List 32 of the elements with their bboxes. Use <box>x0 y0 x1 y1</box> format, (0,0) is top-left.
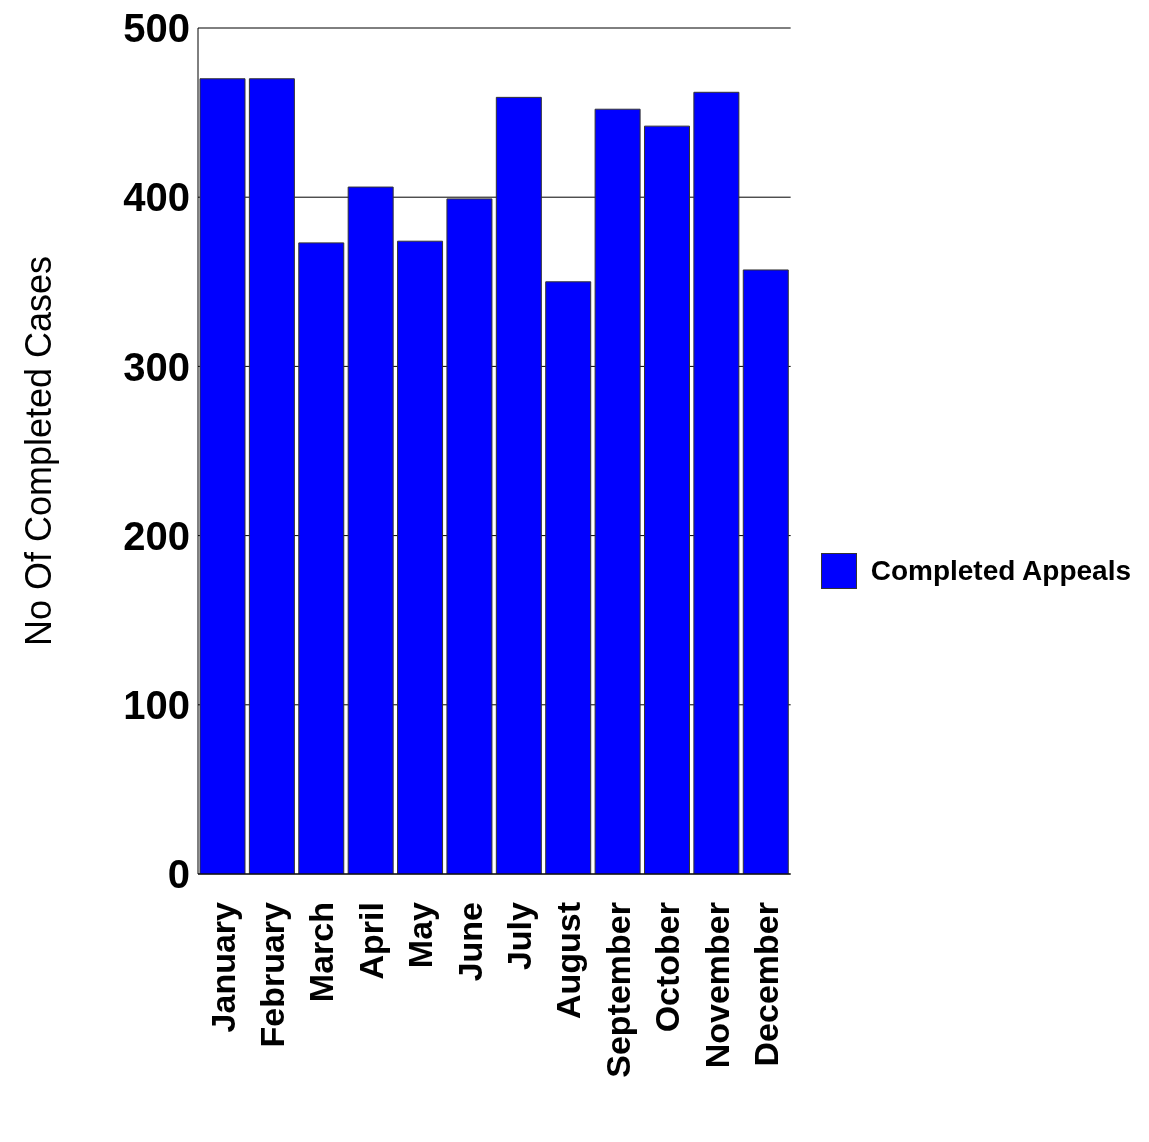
bar <box>594 108 641 874</box>
bar <box>347 186 394 874</box>
x-tick-label: June <box>450 902 489 982</box>
bar <box>545 281 592 874</box>
x-tick-label: April <box>351 902 390 980</box>
bar <box>248 78 295 874</box>
legend-label: Completed Appeals <box>870 555 1131 587</box>
x-tick-label: May <box>401 901 440 969</box>
x-tick-label: November <box>697 902 736 1069</box>
bar <box>397 240 444 874</box>
bar <box>446 198 493 874</box>
y-tick-label: 0 <box>167 852 190 897</box>
bar <box>199 78 246 874</box>
x-tick-label: January <box>203 901 242 1033</box>
x-tick-label: September <box>598 902 637 1078</box>
x-tick-label: August <box>549 902 588 1020</box>
bar <box>643 125 690 874</box>
bar <box>742 269 789 874</box>
y-tick-label: 500 <box>123 6 190 51</box>
y-tick-label: 300 <box>123 344 190 389</box>
x-tick-label: December <box>746 902 785 1067</box>
bar <box>693 91 740 874</box>
bar <box>298 242 345 874</box>
y-tick-label: 400 <box>123 175 190 220</box>
x-tick-label: March <box>302 902 341 1003</box>
x-tick-label: October <box>648 902 687 1033</box>
y-tick-label: 200 <box>123 513 190 558</box>
bar <box>495 96 542 874</box>
x-tick-label: February <box>253 901 292 1048</box>
y-tick-label: 100 <box>123 683 190 727</box>
x-tick-label: July <box>500 901 539 971</box>
y-axis-title: No Of Completed Cases <box>17 255 59 647</box>
